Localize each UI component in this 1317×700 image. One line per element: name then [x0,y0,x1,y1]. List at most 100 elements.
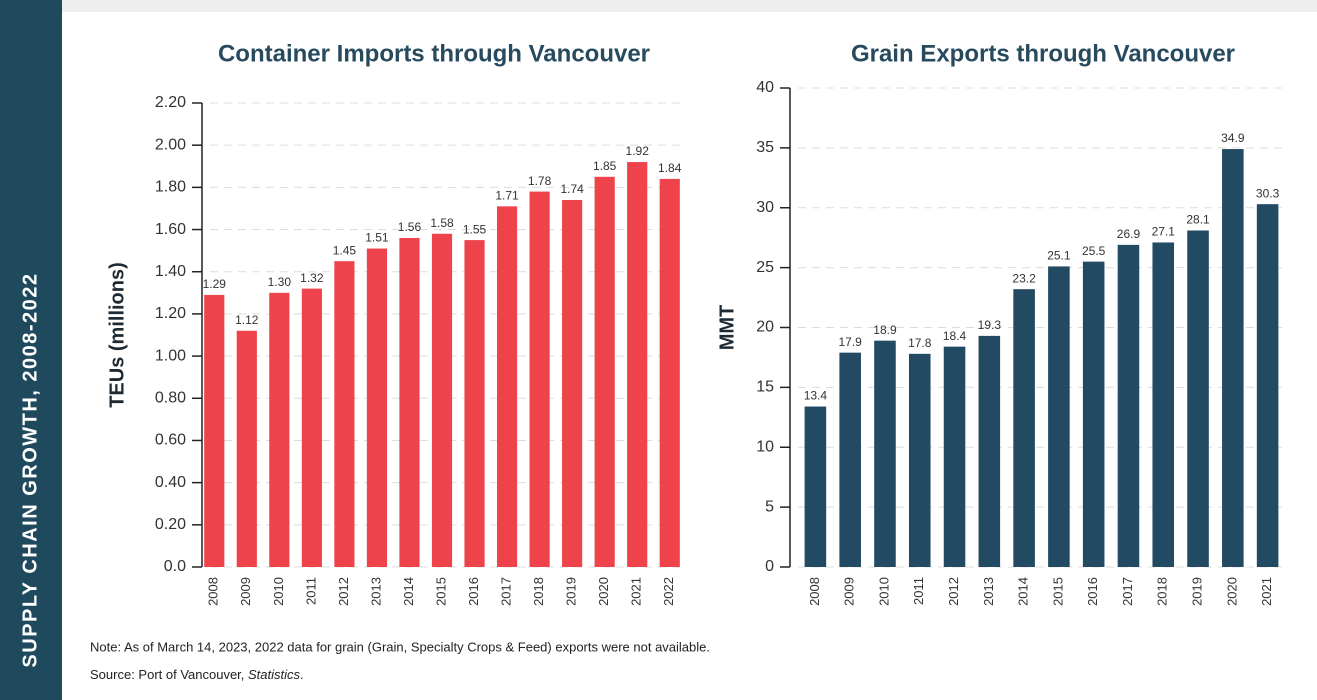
y-tick-label: 2.20 [155,94,186,111]
x-tick-label: 2019 [564,577,579,606]
y-tick-label: 1.20 [155,305,186,322]
value-label: 27.1 [1152,225,1176,239]
bar [464,240,485,567]
value-label: 23.2 [1012,271,1036,285]
source: Source: Port of Vancouver, Statistics. [90,667,304,682]
source-text: Source: Port of Vancouver, [90,667,248,682]
bar [562,200,583,567]
bar [908,353,931,567]
bar [1152,242,1175,568]
y-tick-label: 15 [756,379,774,396]
bar [496,206,518,567]
x-tick-label: 2013 [368,577,383,606]
bar [1013,289,1035,567]
chart-title: Grain Exports through Vancouver [851,40,1235,67]
value-label: 1.84 [658,161,682,175]
value-label: 1.74 [560,182,584,196]
source-italic: Statistics [248,667,301,682]
x-tick-label: 2015 [1050,577,1065,606]
x-tick-label: 2016 [466,577,481,606]
value-label: 1.92 [626,144,650,158]
y-tick-label: 0.40 [155,474,186,491]
y-tick-label: 30 [756,199,774,216]
bar [1222,149,1244,567]
y-axis-label: TEUs (millions) [106,262,128,408]
x-tick-label: 2011 [303,577,318,605]
value-label: 1.58 [430,216,454,230]
x-tick-label: 2012 [946,577,961,606]
value-label: 1.56 [398,220,422,234]
value-label: 17.8 [908,336,932,350]
value-label: 25.1 [1047,249,1071,263]
bar [366,248,388,567]
value-label: 30.3 [1256,186,1280,200]
bar [943,346,966,567]
top-shadow [62,0,1317,12]
x-tick-label: 2017 [1120,577,1135,606]
x-tick-label: 2020 [1224,577,1239,606]
value-label: 18.9 [873,323,897,337]
value-label: 1.71 [495,189,519,203]
value-label: 13.4 [804,389,828,403]
y-tick-label: 0.60 [155,432,186,449]
y-tick-label: 5 [765,498,774,515]
y-tick-label: 1.80 [155,179,186,196]
x-tick-label: 2015 [433,577,448,606]
bar [1117,244,1140,567]
x-tick-label: 2009 [842,577,857,606]
source-end: . [300,667,304,682]
value-label: 1.32 [300,271,324,285]
value-label: 1.51 [365,231,389,245]
x-tick-label: 2010 [876,577,891,606]
x-tick-label: 2018 [531,577,546,606]
x-tick-label: 2012 [336,577,351,606]
y-tick-label: 0 [765,558,774,575]
sidebar-label: SUPPLY CHAIN GROWTH, 2008-2022 [19,272,41,667]
value-label: 1.55 [463,222,487,236]
x-tick-label: 2016 [1085,577,1100,606]
value-label: 26.9 [1117,227,1141,241]
y-axis-label: MMT [716,305,738,351]
bar [594,176,615,567]
x-tick-label: 2009 [238,577,253,606]
bar [204,294,225,567]
x-tick-label: 2011 [911,577,926,605]
y-tick-label: 10 [756,438,774,455]
bar [804,406,827,567]
y-tick-label: 35 [756,139,774,156]
x-tick-label: 2020 [596,577,611,606]
x-tick-label: 2014 [1016,577,1031,606]
bar [334,261,355,567]
bar [431,233,453,567]
x-tick-label: 2018 [1155,577,1170,606]
x-tick-label: 2008 [206,577,221,606]
x-tick-label: 2022 [661,577,676,606]
x-tick-label: 2019 [1189,577,1204,606]
value-label: 1.85 [593,159,617,173]
y-tick-label: 25 [756,259,774,276]
y-tick-label: 0.20 [155,516,186,533]
y-tick-label: 20 [756,319,774,336]
x-tick-label: 2013 [981,577,996,606]
bar [1256,204,1279,567]
bar [659,178,680,567]
bar [529,191,550,567]
y-tick-label: 2.00 [155,136,186,153]
value-label: 25.5 [1082,244,1106,258]
x-tick-label: 2017 [499,577,514,606]
value-label: 34.9 [1221,131,1245,145]
value-label: 19.3 [978,318,1002,332]
y-tick-label: 40 [756,79,774,96]
value-label: 1.30 [268,275,292,289]
y-tick-label: 1.40 [155,263,186,280]
bar [1048,266,1070,567]
value-label: 1.78 [528,174,552,188]
x-tick-label: 2014 [401,577,416,606]
y-tick-label: 0.80 [155,389,186,406]
bar [269,292,290,567]
bar [627,162,648,567]
bar [874,340,896,567]
value-label: 18.4 [943,329,967,343]
x-tick-label: 2021 [629,577,644,606]
